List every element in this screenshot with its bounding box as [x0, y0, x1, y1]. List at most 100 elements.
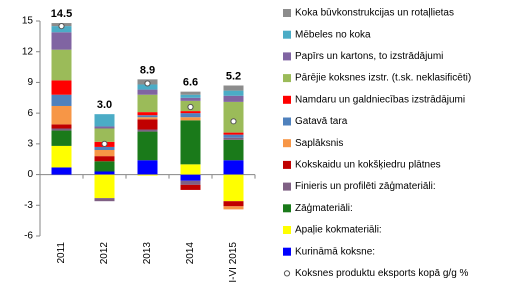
total-marker [230, 118, 237, 125]
bar-segment [51, 32, 72, 50]
legend-label: Papīrs un kartons, to izstrādājumi [295, 51, 443, 62]
y-tick-label: 15 [22, 16, 34, 27]
legend-swatch [283, 226, 291, 234]
bar-segment [51, 49, 72, 81]
x-tick-label: 2011 [56, 242, 67, 264]
total-label: 8.9 [140, 64, 155, 76]
bar-segment [94, 128, 115, 142]
bar-segment [223, 201, 244, 207]
legend-swatch [283, 95, 291, 104]
bar-segment [180, 180, 201, 185]
bar-segment [51, 124, 72, 129]
bar-segment [51, 128, 72, 131]
total-label: 5.2 [226, 70, 241, 82]
bar-segment [51, 80, 72, 95]
y-tick-label: 3 [27, 138, 33, 149]
bar-segment [94, 126, 115, 129]
bar-segment [137, 84, 158, 90]
bar-segment [137, 89, 158, 95]
legend-label: Namdaru un galdniecības izstrādājumi [295, 94, 465, 105]
bar-segment [180, 117, 201, 121]
bar-segment [137, 115, 158, 118]
legend-swatch [283, 182, 291, 191]
bar-segment [223, 160, 244, 175]
legend-swatch [283, 139, 291, 148]
bar-segment [223, 90, 244, 96]
x-tick-label: 2014 [185, 242, 196, 265]
bar-segment [94, 146, 115, 150]
bar-segment [94, 161, 115, 172]
y-tick-label: 6 [27, 108, 33, 119]
bar-segment [51, 145, 72, 168]
bar-segment [180, 111, 201, 114]
x-tick-label: 2013 [142, 242, 153, 265]
bar-segment [180, 113, 201, 118]
total-label: 14.5 [51, 8, 72, 20]
total-marker [58, 23, 65, 30]
bar-segment [51, 167, 72, 175]
bar-segment [94, 114, 115, 127]
bar-segment [94, 156, 115, 162]
legend-swatch [283, 74, 291, 83]
x-tick-label: 2012 [99, 242, 110, 265]
bar-segment [137, 160, 158, 175]
bar-segment [137, 119, 158, 130]
y-tick-label: 0 [27, 169, 33, 180]
bar-segment [137, 131, 158, 161]
bar-segment [180, 120, 201, 165]
bar-segment [223, 139, 244, 161]
bar-segment [223, 206, 244, 210]
legend-label: Mēbeles no koka [295, 29, 371, 40]
bar-segment [137, 117, 158, 120]
legend-label: Kokskaidu un kokšķiedru plātnes [295, 160, 441, 171]
bar-segment [94, 174, 115, 199]
bar-segment [94, 150, 115, 157]
legend-label: Koksnes produktu eksports kopā g/g % [295, 268, 469, 279]
legend-swatch [283, 52, 291, 61]
bar-segment [180, 94, 201, 98]
bar-segment [137, 112, 158, 116]
bar-segment [180, 164, 201, 175]
legend-swatch [283, 117, 291, 126]
total-marker [144, 80, 151, 87]
bar-segment [180, 97, 201, 101]
bar-segment [223, 101, 244, 133]
y-tick-label: -3 [24, 200, 33, 211]
bar-segment [223, 137, 244, 140]
y-tick-label: -6 [24, 231, 33, 242]
bar-segment [51, 130, 72, 146]
bar-segment [223, 174, 244, 202]
legend-swatch [283, 30, 291, 39]
legend-swatch [283, 160, 291, 169]
bar-segment [180, 91, 201, 95]
legend-label: Zāģmateriāli: [295, 201, 353, 214]
bar-segment [223, 95, 244, 102]
y-tick-label: 9 [27, 77, 33, 88]
bar-segment [223, 134, 244, 138]
legend-label: Gatavā tara [295, 116, 348, 127]
legend-label: Apaļie kokmateriāli: [295, 225, 382, 236]
total-marker [101, 140, 108, 147]
bar-segment [94, 171, 115, 175]
bar-segment [137, 129, 158, 132]
legend-label: Pārējie koksnes izstr. (t.sk. neklasific… [295, 73, 471, 84]
bar-segment [180, 184, 201, 190]
legend-swatch [283, 247, 291, 256]
bar-segment [137, 94, 158, 113]
legend-label: Finieris un profilēti zāģmateriāli: [295, 179, 436, 192]
bar-segment [180, 174, 201, 181]
y-tick-label: 12 [22, 46, 34, 57]
x-tick-label: I-VI 2015 [228, 242, 239, 283]
legend-label: Kurināmā koksne: [295, 246, 375, 257]
bar-segment [94, 198, 115, 202]
legend-swatch [283, 9, 291, 17]
total-label: 6.6 [183, 77, 198, 89]
total-label: 3.0 [97, 99, 112, 111]
bar-segment [223, 132, 244, 135]
legend-label: Saplāksnis [295, 138, 343, 149]
bar-segment [137, 174, 158, 176]
bar-segment [51, 94, 72, 106]
bar-segment [51, 105, 72, 125]
legend-swatch [283, 204, 291, 213]
